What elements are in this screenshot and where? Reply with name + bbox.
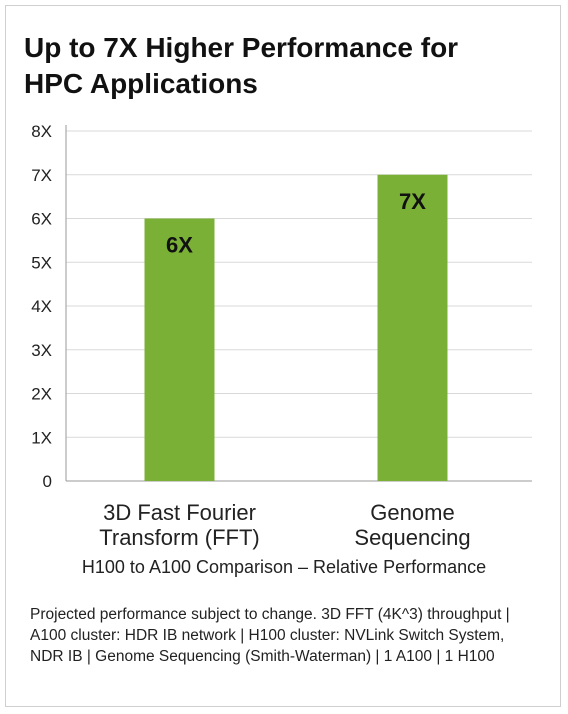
bar-data-label: 6X [166, 233, 193, 258]
x-category-label: Genome [370, 500, 454, 525]
y-tick-label: 1X [31, 428, 52, 447]
y-tick-label: 2X [31, 385, 52, 404]
y-tick-label: 7X [31, 166, 52, 185]
chart-title-line-1: Up to 7X Higher Performance for [24, 32, 459, 63]
y-tick-label: 0 [43, 472, 52, 491]
bar-data-label: 7X [399, 189, 426, 214]
bar [144, 218, 215, 481]
y-tick-label: 8X [31, 122, 52, 141]
y-tick-label: 3X [31, 341, 52, 360]
x-category-label: Transform (FFT) [99, 525, 260, 550]
y-tick-label: 5X [31, 253, 52, 272]
bar [377, 174, 448, 481]
footnote: Projected performance subject to change.… [30, 606, 510, 665]
chart-card [5, 5, 561, 707]
chart-title: Up to 7X Higher Performance for HPC Appl… [24, 30, 544, 102]
y-tick-label: 6X [31, 210, 52, 229]
x-category-label: 3D Fast Fourier [103, 500, 256, 525]
x-axis-label: H100 to A100 Comparison – Relative Perfo… [81, 557, 487, 577]
chart-title-line-2: HPC Applications [24, 68, 258, 99]
y-tick-label: 4X [31, 297, 52, 316]
x-category-label: Sequencing [354, 525, 470, 550]
